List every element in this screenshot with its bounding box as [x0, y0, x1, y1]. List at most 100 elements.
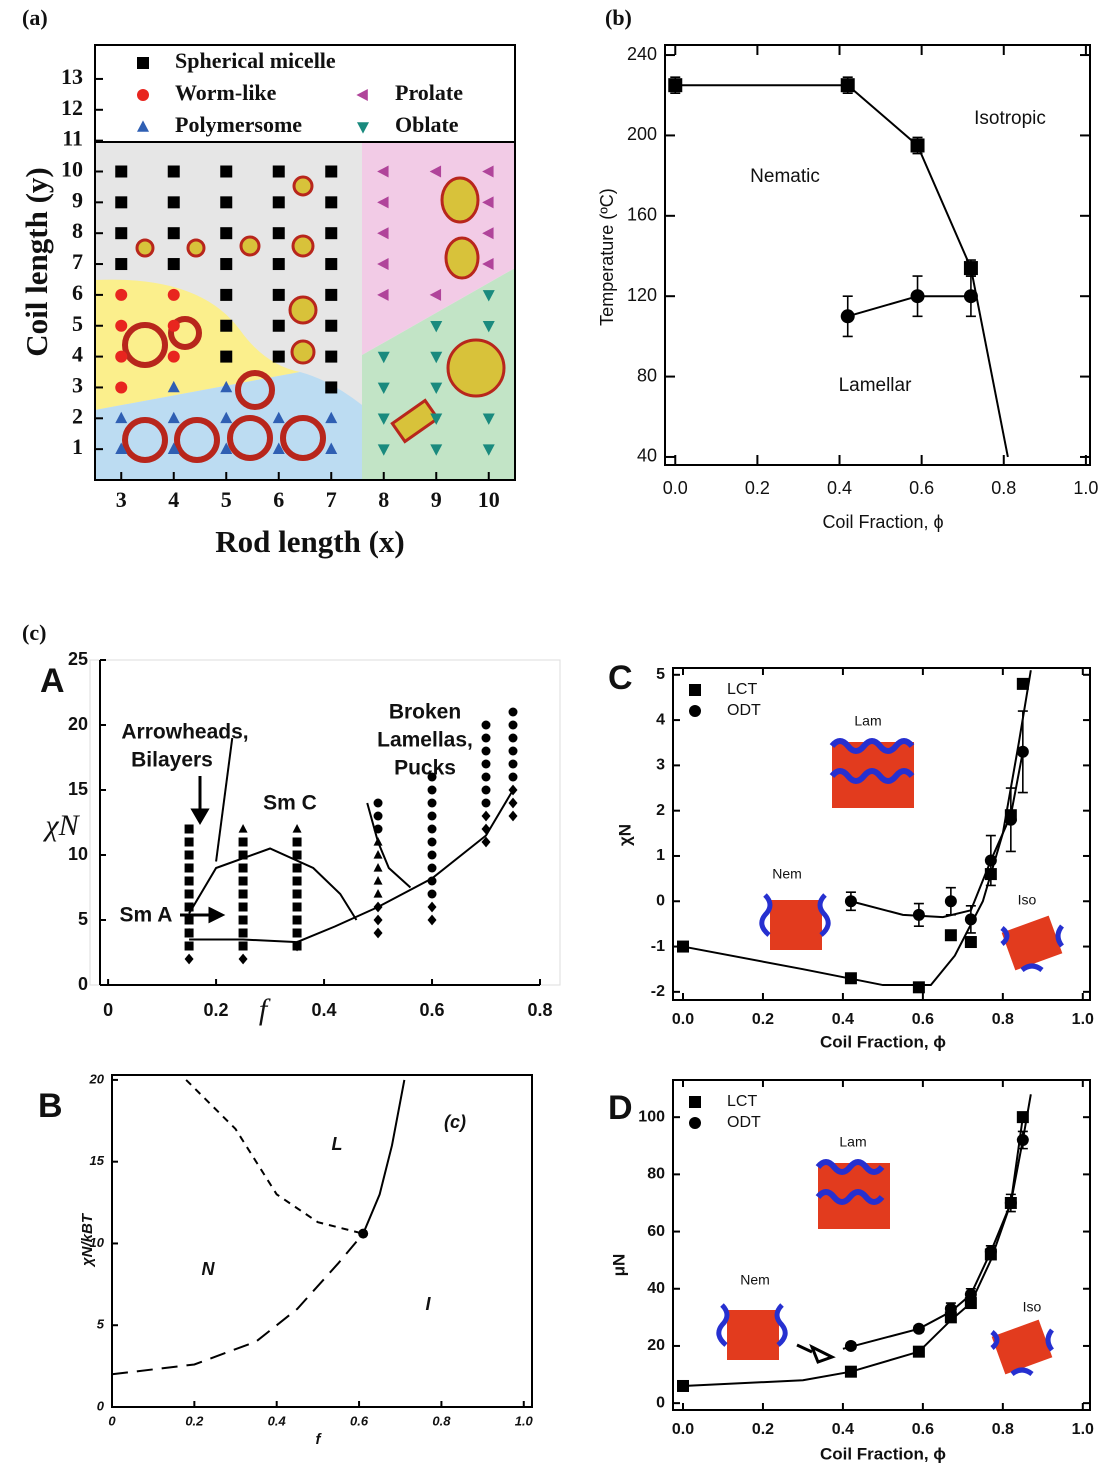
annotation: Nem — [772, 866, 802, 882]
data-point — [238, 902, 248, 912]
x-axis-label: Coil Fraction, ϕ — [822, 512, 943, 532]
annotation: L — [332, 1134, 343, 1154]
annotation: Lamellar — [839, 375, 913, 396]
data-point — [184, 824, 194, 834]
data-point — [427, 837, 437, 847]
data-point — [377, 382, 390, 395]
annotation: N — [202, 1259, 216, 1279]
x-tick-label: 7 — [326, 487, 337, 512]
data-point — [325, 350, 338, 363]
data-point — [427, 824, 437, 834]
x-tick-label: 0.8 — [991, 478, 1016, 498]
x-axis-label: Rod length (x) — [215, 524, 404, 559]
y-tick-label: 9 — [72, 187, 83, 212]
x-tick-label: 0.6 — [912, 1421, 934, 1438]
data-point — [167, 258, 180, 271]
x-tick-label: 0.6 — [912, 1011, 934, 1028]
data-point — [373, 914, 383, 926]
legend-marker — [137, 89, 149, 101]
data-point — [429, 288, 442, 301]
data-point — [292, 863, 302, 873]
plot-frame — [672, 667, 1091, 1001]
x-tick-label: 3 — [116, 487, 127, 512]
data-point — [508, 720, 518, 730]
y-tick-label: 40 — [647, 1280, 665, 1297]
data-point — [292, 928, 302, 938]
x-tick-label: 0.4 — [832, 1421, 854, 1438]
y-tick-label: 5 — [72, 311, 83, 336]
y-tick-label: 6 — [72, 280, 83, 305]
data-point — [220, 196, 233, 209]
x-tick-label: 0.6 — [909, 478, 934, 498]
series-line — [850, 751, 1024, 919]
y-tick-label: 80 — [637, 365, 657, 385]
y-tick-label: 4 — [656, 711, 665, 728]
x-tick-label: 0 — [103, 1000, 113, 1020]
data-point — [184, 889, 194, 899]
data-point — [427, 889, 437, 899]
data-point — [184, 876, 194, 886]
data-point — [272, 288, 285, 301]
series-line — [188, 847, 358, 921]
legend-marker — [356, 89, 368, 101]
data-point — [325, 227, 338, 240]
data-point — [220, 442, 233, 454]
data-point — [373, 927, 383, 939]
data-point — [1016, 745, 1029, 758]
panel-label: C — [608, 659, 633, 697]
data-point — [238, 889, 248, 899]
y-tick-label: 20 — [647, 1337, 665, 1354]
data-point — [944, 895, 957, 908]
y-tick-label: 11 — [62, 126, 83, 151]
y-tick-label: 5 — [78, 909, 88, 929]
data-point — [430, 413, 443, 425]
data-point — [963, 289, 978, 304]
data-point — [482, 290, 495, 302]
data-point — [167, 227, 180, 240]
data-point — [668, 78, 683, 93]
y-tick-label: 200 — [627, 124, 657, 144]
data-point — [115, 411, 128, 424]
data-point — [220, 319, 233, 332]
y-axis-label: Temperature (ºC) — [597, 188, 617, 326]
x-tick-label: 0.0 — [672, 1421, 694, 1438]
panel-label: D — [608, 1089, 633, 1127]
legend-text: LCT — [727, 681, 757, 698]
data-point — [910, 138, 925, 153]
x-tick-label: 0.8 — [992, 1421, 1014, 1438]
data-point — [427, 811, 437, 821]
data-point — [430, 320, 443, 333]
data-point — [427, 914, 437, 926]
y-tick-label: 0 — [78, 974, 88, 994]
molecule-cartoons — [716, 738, 1065, 1377]
data-point — [358, 1228, 369, 1239]
group-label: (c) — [22, 620, 46, 645]
y-tick-label: 0 — [656, 892, 665, 909]
data-point — [238, 863, 248, 873]
y-axis-label: Coil length (y) — [19, 167, 54, 356]
data-point — [220, 227, 233, 240]
x-tick-label: 0 — [108, 1413, 116, 1428]
data-point — [184, 928, 194, 937]
legend-text: Prolate — [395, 80, 463, 105]
data-point — [377, 258, 389, 271]
legend-text: Spherical micelle — [175, 48, 336, 73]
data-point — [184, 863, 194, 873]
legend-marker — [137, 57, 149, 69]
y-tick-label: 10 — [68, 844, 88, 864]
data-point — [292, 902, 302, 912]
data-point — [481, 720, 491, 730]
data-point — [292, 876, 302, 886]
data-point — [840, 78, 855, 93]
annotation: Pucks — [394, 757, 456, 780]
data-point — [377, 444, 390, 456]
data-point — [238, 941, 248, 951]
series-line — [111, 1232, 364, 1376]
x-tick-label: 0.8 — [527, 1000, 552, 1020]
y-tick-label: 12 — [61, 95, 83, 120]
data-point — [430, 382, 443, 395]
data-point — [377, 413, 390, 425]
data-point — [272, 319, 285, 332]
data-point — [167, 350, 180, 363]
